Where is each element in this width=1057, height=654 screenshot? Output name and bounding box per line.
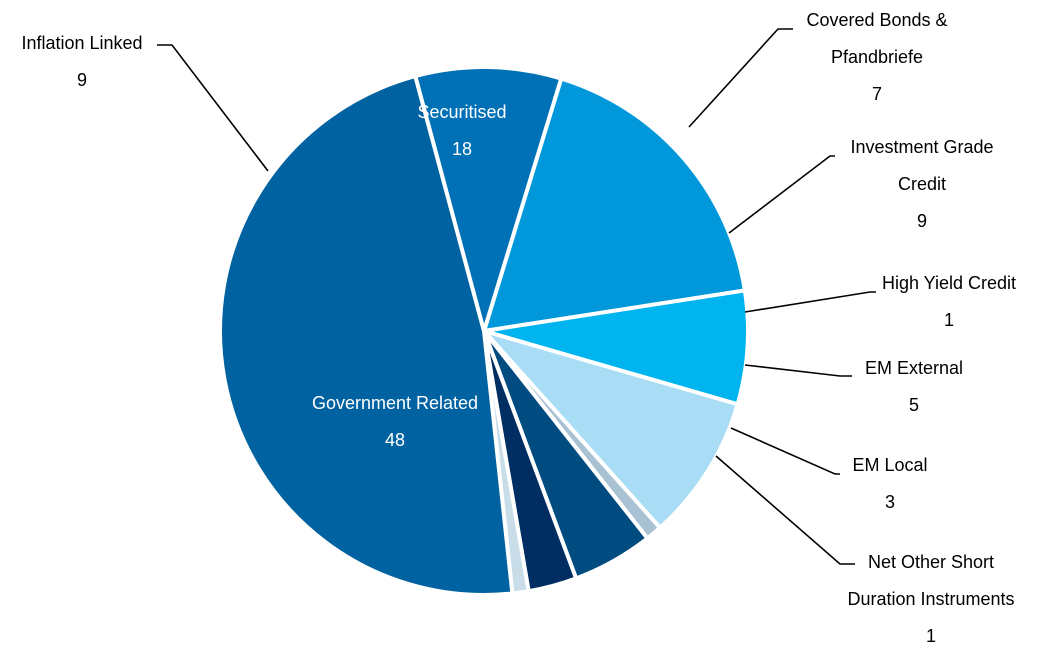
leader-line-em-external [744, 364, 852, 377]
slice-labels: Securitised 18 Covered Bonds & Pfandbriefe 7… [21, 10, 1016, 646]
data-label-name-inflation-linked: Inflation Linked [21, 33, 142, 53]
leader-line-investment-grade-credit [728, 155, 835, 234]
slice-covered-bonds-pfandbriefe [482, 288, 750, 407]
data-label-name-high-yield-credit: High Yield Credit [882, 273, 1016, 293]
data-label-name-covered-bonds-pfandbriefe: Pfandbriefe [831, 47, 923, 67]
data-label-name-investment-grade-credit: Credit [898, 174, 946, 194]
data-label-value-covered-bonds-pfandbriefe: 7 [872, 84, 882, 104]
leader-line-high-yield-credit [744, 291, 876, 313]
data-label-value-em-external: 5 [909, 395, 919, 415]
leader-line-inflation-linked [157, 44, 269, 172]
leader-lines [157, 28, 876, 565]
data-label-value-high-yield-credit: 1 [944, 310, 954, 330]
data-label-name-em-local: EM Local [852, 455, 927, 475]
pie-slices [218, 65, 750, 597]
data-label-name-investment-grade-credit: Investment Grade [850, 137, 993, 157]
data-label-value-securitised: 18 [452, 139, 472, 159]
slice-securitised [482, 76, 747, 333]
data-label-name-government-related: Government Related [312, 393, 478, 413]
data-label-name-net-other-short-duration-instruments: Net Other Short [868, 552, 994, 572]
slice-inflation-linked [413, 65, 564, 333]
leader-line-net-other-short-duration-instruments [715, 455, 855, 565]
data-label-value-government-related: 48 [385, 430, 405, 450]
data-label-name-covered-bonds-pfandbriefe: Covered Bonds & [806, 10, 947, 30]
data-label-value-inflation-linked: 9 [77, 70, 87, 90]
data-label-name-net-other-short-duration-instruments: Duration Instruments [847, 589, 1014, 609]
slice-government-related [218, 74, 515, 597]
leader-line-em-local [730, 427, 840, 475]
leader-line-covered-bonds-pfandbriefe [688, 28, 793, 128]
data-label-name-em-external: EM External [865, 358, 963, 378]
data-label-value-investment-grade-credit: 9 [917, 211, 927, 231]
slice-investment-grade-credit [482, 329, 740, 530]
data-label-value-em-local: 3 [885, 492, 895, 512]
data-label-name-securitised: Securitised [417, 102, 506, 122]
data-label-value-net-other-short-duration-instruments: 1 [926, 626, 936, 646]
